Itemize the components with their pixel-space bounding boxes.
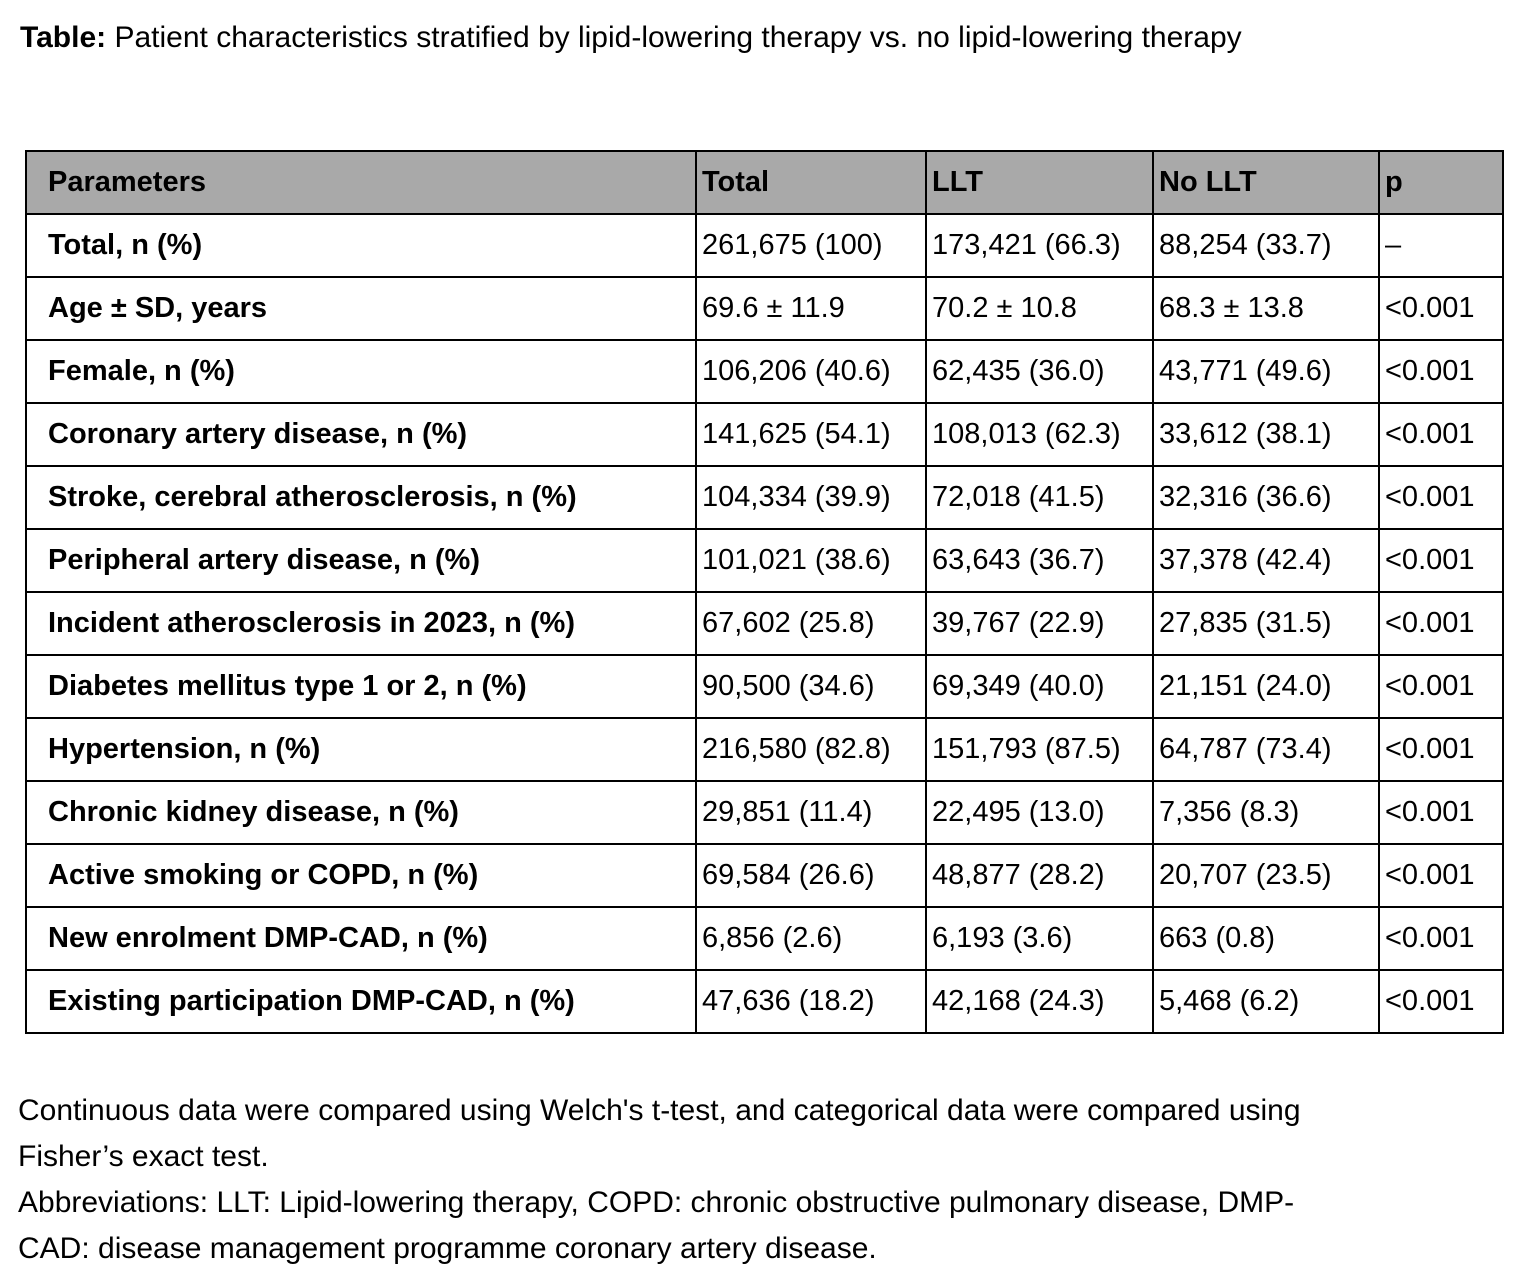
- table-row: New enrolment DMP-CAD, n (%) 6,856 (2.6) 6…: [25, 906, 1504, 971]
- table-row: Age ± SD, years 69.6 ± 11.9 70.2 ± 10.8 68.…: [25, 276, 1504, 341]
- table-row: Female, n (%) 106,206 (40.6) 62,435 (36.0)…: [25, 339, 1504, 404]
- value-cell: <0.001: [1378, 969, 1504, 1034]
- value-cell: 7,356 (8.3): [1152, 780, 1380, 845]
- value-cell: 37,378 (42.4): [1152, 528, 1380, 593]
- value-cell: 216,580 (82.8): [695, 717, 927, 782]
- value-cell: <0.001: [1378, 276, 1504, 341]
- value-cell: –: [1378, 213, 1504, 278]
- value-cell: 48,877 (28.2): [925, 843, 1154, 908]
- value-cell: 88,254 (33.7): [1152, 213, 1380, 278]
- value-cell: 90,500 (34.6): [695, 654, 927, 719]
- value-cell: 72,018 (41.5): [925, 465, 1154, 530]
- table-body: Total, n (%) 261,675 (100) 173,421 (66.3) 8…: [25, 213, 1504, 1034]
- value-cell: 663 (0.8): [1152, 906, 1380, 971]
- value-cell: 173,421 (66.3): [925, 213, 1154, 278]
- value-cell: 106,206 (40.6): [695, 339, 927, 404]
- value-cell: <0.001: [1378, 906, 1504, 971]
- patient-characteristics-table: Parameters Total LLT No LLT p Total, n (%) 26…: [25, 150, 1504, 1034]
- value-cell: 69.6 ± 11.9: [695, 276, 927, 341]
- value-cell: 5,468 (6.2): [1152, 969, 1380, 1034]
- parameter-cell: New enrolment DMP-CAD, n (%): [25, 906, 697, 971]
- value-cell: 42,168 (24.3): [925, 969, 1154, 1034]
- value-cell: 43,771 (49.6): [1152, 339, 1380, 404]
- value-cell: 67,602 (25.8): [695, 591, 927, 656]
- parameter-cell: Hypertension, n (%): [25, 717, 697, 782]
- value-cell: 33,612 (38.1): [1152, 402, 1380, 467]
- table-row: Active smoking or COPD, n (%) 69,584 (26.…: [25, 843, 1504, 908]
- value-cell: <0.001: [1378, 780, 1504, 845]
- value-cell: <0.001: [1378, 843, 1504, 908]
- column-header-llt: LLT: [925, 150, 1154, 215]
- table-caption: Patient characteristics stratified by li…: [106, 21, 1242, 54]
- value-cell: 64,787 (73.4): [1152, 717, 1380, 782]
- value-cell: 20,707 (23.5): [1152, 843, 1380, 908]
- table-row: Coronary artery disease, n (%) 141,625 (5…: [25, 402, 1504, 467]
- parameter-cell: Diabetes mellitus type 1 or 2, n (%): [25, 654, 697, 719]
- column-header-total: Total: [695, 150, 927, 215]
- value-cell: 68.3 ± 13.8: [1152, 276, 1380, 341]
- value-cell: 108,013 (62.3): [925, 402, 1154, 467]
- value-cell: 47,636 (18.2): [695, 969, 927, 1034]
- value-cell: 6,193 (3.6): [925, 906, 1154, 971]
- value-cell: 32,316 (36.6): [1152, 465, 1380, 530]
- parameter-cell: Age ± SD, years: [25, 276, 697, 341]
- table-header-row: Parameters Total LLT No LLT p: [25, 150, 1504, 215]
- value-cell: 21,151 (24.0): [1152, 654, 1380, 719]
- page-title: Table: Patient characteristics stratifie…: [20, 20, 1242, 56]
- column-header-parameters: Parameters: [25, 150, 697, 215]
- value-cell: <0.001: [1378, 654, 1504, 719]
- parameter-cell: Chronic kidney disease, n (%): [25, 780, 697, 845]
- value-cell: 104,334 (39.9): [695, 465, 927, 530]
- table-label: Table:: [20, 21, 107, 54]
- column-header-no-llt: No LLT: [1152, 150, 1380, 215]
- value-cell: 151,793 (87.5): [925, 717, 1154, 782]
- value-cell: 6,856 (2.6): [695, 906, 927, 971]
- table-row: Diabetes mellitus type 1 or 2, n (%) 90,5…: [25, 654, 1504, 719]
- parameter-cell: Coronary artery disease, n (%): [25, 402, 697, 467]
- value-cell: 62,435 (36.0): [925, 339, 1154, 404]
- parameter-cell: Female, n (%): [25, 339, 697, 404]
- value-cell: 141,625 (54.1): [695, 402, 927, 467]
- table-row: Peripheral artery disease, n (%) 101,021 …: [25, 528, 1504, 593]
- parameter-cell: Active smoking or COPD, n (%): [25, 843, 697, 908]
- table-row: Hypertension, n (%) 216,580 (82.8) 151,793…: [25, 717, 1504, 782]
- value-cell: 261,675 (100): [695, 213, 927, 278]
- value-cell: 101,021 (38.6): [695, 528, 927, 593]
- value-cell: 69,584 (26.6): [695, 843, 927, 908]
- value-cell: <0.001: [1378, 528, 1504, 593]
- parameter-cell: Existing participation DMP-CAD, n (%): [25, 969, 697, 1034]
- value-cell: 69,349 (40.0): [925, 654, 1154, 719]
- value-cell: <0.001: [1378, 591, 1504, 656]
- footnote: Continuous data were compared using Welc…: [18, 1094, 1301, 1265]
- value-cell: <0.001: [1378, 717, 1504, 782]
- table-row: Stroke, cerebral atherosclerosis, n (%) 1…: [25, 465, 1504, 530]
- value-cell: 39,767 (22.9): [925, 591, 1154, 656]
- value-cell: <0.001: [1378, 402, 1504, 467]
- column-header-p: p: [1378, 150, 1504, 215]
- table-row: Existing participation DMP-CAD, n (%) 47,…: [25, 969, 1504, 1034]
- value-cell: <0.001: [1378, 339, 1504, 404]
- table-row: Total, n (%) 261,675 (100) 173,421 (66.3) 8…: [25, 213, 1504, 278]
- value-cell: 70.2 ± 10.8: [925, 276, 1154, 341]
- parameter-cell: Incident atherosclerosis in 2023, n (%): [25, 591, 697, 656]
- parameter-cell: Peripheral artery disease, n (%): [25, 528, 697, 593]
- value-cell: <0.001: [1378, 465, 1504, 530]
- parameter-cell: Stroke, cerebral atherosclerosis, n (%): [25, 465, 697, 530]
- value-cell: 22,495 (13.0): [925, 780, 1154, 845]
- table-row: Incident atherosclerosis in 2023, n (%) 6…: [25, 591, 1504, 656]
- table-row: Chronic kidney disease, n (%) 29,851 (11.…: [25, 780, 1504, 845]
- value-cell: 63,643 (36.7): [925, 528, 1154, 593]
- value-cell: 29,851 (11.4): [695, 780, 927, 845]
- parameter-cell: Total, n (%): [25, 213, 697, 278]
- value-cell: 27,835 (31.5): [1152, 591, 1380, 656]
